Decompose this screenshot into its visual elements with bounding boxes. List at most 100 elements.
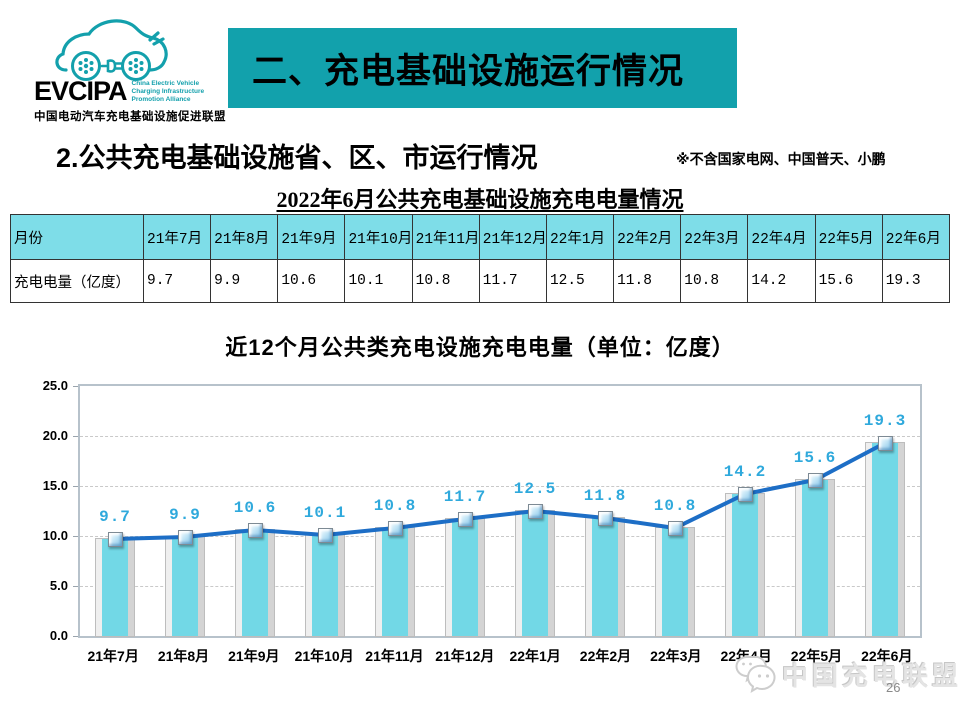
line-marker [177, 529, 193, 545]
bar [795, 479, 835, 637]
y-axis-tick-label: 15.0 [42, 478, 68, 493]
line-marker [317, 527, 333, 543]
line-marker [667, 520, 683, 536]
line-marker [807, 472, 823, 488]
table-value-cell: 12.5 [545, 259, 615, 303]
bar-value-label: 10.6 [233, 499, 277, 517]
x-axis-label: 22年2月 [579, 648, 632, 664]
table-header-cell: 21年7月 [142, 214, 212, 260]
table-value-cell: 9.7 [142, 259, 212, 303]
bar-value-label: 11.7 [443, 488, 487, 506]
y-axis-tick-label: 25.0 [42, 378, 68, 393]
table-header-cell: 21年8月 [210, 214, 279, 260]
monthly-energy-table: 月份 21年7月 21年8月 21年9月 21年10月 21年11月 21年12月 22年1月… [10, 214, 951, 303]
table-header-cell: 月份 [10, 214, 144, 260]
bar-value-label: 11.8 [583, 487, 627, 505]
plot-area: 9.7 9.9 10.6 10.1 10.8 11.7 12.5 11.8 10.8 14.2 15… [78, 384, 922, 638]
table-title: 2022年6月公共充电基础设施充电电量情况 [276, 187, 684, 212]
x-axis-label: 21年10月 [294, 648, 354, 664]
bar-value-label: 19.3 [863, 412, 907, 430]
bar [235, 529, 275, 637]
bar-value-label: 10.8 [373, 497, 417, 515]
x-axis-label: 22年3月 [650, 648, 702, 664]
logo-wordmark: EVCIPA [34, 76, 128, 106]
bar [95, 538, 135, 637]
y-axis-tick-label: 20.0 [42, 428, 68, 443]
bar [585, 517, 625, 637]
bar [515, 510, 555, 637]
table-header-cell: 22年3月 [680, 214, 749, 260]
logo-tagline: China Electric Vehicle Charging Infrastr… [131, 80, 205, 104]
line-marker [387, 520, 403, 536]
table-row-label: 充电电量（亿度） [10, 259, 144, 303]
y-axis-tick-mark [73, 586, 78, 587]
x-axis-label: 21年8月 [157, 648, 210, 664]
exclusion-note: ※不含国家电网、中国普天、小鹏 [676, 151, 886, 167]
line-marker [107, 531, 123, 547]
table-value-cell: 10.8 [680, 259, 749, 303]
bar-value-label: 15.6 [793, 449, 837, 467]
bar [655, 527, 695, 637]
bar-value-label: 14.2 [723, 463, 767, 481]
y-axis-tick-mark [73, 386, 78, 387]
bar [375, 527, 415, 637]
x-axis-label: 21年7月 [87, 648, 139, 664]
bar [725, 493, 765, 637]
line-marker [597, 510, 613, 526]
y-axis-tick-label: 10.0 [42, 528, 68, 543]
table-header-cell: 22年5月 [814, 214, 883, 260]
y-axis-tick-mark [73, 436, 78, 437]
table-header-cell: 22年1月 [545, 214, 615, 260]
watermark-text: 中国充电联盟 [782, 661, 960, 691]
gridline [80, 586, 920, 587]
x-axis-label: 22年6月 [861, 648, 913, 664]
table-value-cell: 19.3 [881, 259, 951, 303]
line-marker [737, 486, 753, 502]
bar [865, 442, 905, 637]
table-header-cell: 21年9月 [277, 214, 346, 260]
table-value-cell: 11.8 [613, 259, 682, 303]
table-header-cell: 21年12月 [478, 214, 547, 260]
y-axis-tick-mark [73, 486, 78, 487]
section-title: 2.公共充电基础设施省、区、市运行情况 [56, 143, 538, 173]
table-header-cell: 21年10月 [344, 214, 413, 260]
table-value-cell: 9.9 [210, 259, 279, 303]
table-value-cell: 10.6 [277, 259, 346, 303]
x-axis-label: 21年9月 [228, 648, 280, 664]
banner-title: 二、充电基础设施运行情况 [252, 51, 685, 91]
table-value-cell: 10.1 [344, 259, 413, 303]
bar [305, 534, 345, 637]
gridline [80, 536, 920, 537]
table-value-cell: 10.8 [411, 259, 480, 303]
x-axis-label: 22年5月 [790, 648, 843, 664]
gridline [80, 486, 920, 487]
y-axis-tick-label: 0.0 [49, 628, 68, 643]
table-value-cell: 11.7 [478, 259, 547, 303]
table-header-cell: 22年4月 [747, 214, 816, 260]
table-header-cell: 22年6月 [881, 214, 951, 260]
page-number: 26 [886, 680, 901, 695]
x-axis-label: 22年1月 [509, 648, 561, 664]
line-marker [527, 503, 543, 519]
evcipa-car-icon [55, 19, 168, 81]
evcipa-logo: EVCIPA China Electric Vehicle Charging I… [34, 10, 226, 124]
x-axis-labels: 21年7月 21年8月 21年9月 21年10月 21年11月 21年12月 22年1月 22… [78, 646, 922, 666]
y-axis-tick-mark [73, 536, 78, 537]
y-axis-tick-mark [73, 636, 78, 637]
table-value-cell: 14.2 [747, 259, 816, 303]
line-marker [247, 522, 263, 538]
wechat-bubbles-icon [735, 656, 776, 694]
bar [165, 536, 205, 637]
bar-value-label: 10.8 [653, 497, 697, 515]
gridline [80, 436, 920, 437]
y-axis-tick-label: 5.0 [49, 578, 68, 593]
bar-value-label: 10.1 [303, 504, 347, 522]
table-header-cell: 22年2月 [613, 214, 682, 260]
logo-chinese-name: 中国电动汽车充电基础设施促进联盟 [34, 111, 226, 123]
table-value-cell: 15.6 [814, 259, 883, 303]
chart-title: 近12个月公共类充电设施充电电量（单位：亿度） [225, 335, 735, 360]
trend-line [114, 441, 886, 541]
table-value-row: 充电电量（亿度） 9.7 9.9 10.6 10.1 10.8 11.7 12.5 11.8 10… [10, 259, 951, 303]
section-banner: 二、充电基础设施运行情况 [228, 28, 737, 108]
bar [445, 518, 485, 637]
